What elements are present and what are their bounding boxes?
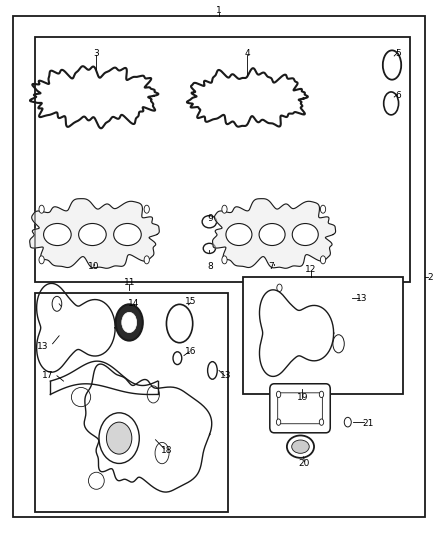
Ellipse shape <box>319 391 324 398</box>
Text: 14: 14 <box>128 300 139 308</box>
Ellipse shape <box>383 50 401 80</box>
Text: 9: 9 <box>207 214 213 223</box>
Text: 6: 6 <box>396 92 402 100</box>
Ellipse shape <box>43 223 71 246</box>
Text: 13: 13 <box>37 342 48 351</box>
Ellipse shape <box>321 205 326 213</box>
Text: 11: 11 <box>124 278 135 287</box>
Text: 4: 4 <box>245 49 250 58</box>
FancyBboxPatch shape <box>13 16 425 517</box>
Text: 2: 2 <box>427 273 433 281</box>
Ellipse shape <box>106 422 132 454</box>
Text: 16: 16 <box>185 348 196 356</box>
Ellipse shape <box>344 417 351 427</box>
Text: 13: 13 <box>220 372 231 380</box>
Text: 18: 18 <box>161 446 172 455</box>
Ellipse shape <box>88 472 104 489</box>
Ellipse shape <box>321 256 326 264</box>
Text: 5: 5 <box>396 49 402 58</box>
Ellipse shape <box>276 419 281 425</box>
Ellipse shape <box>226 223 252 246</box>
Text: 21: 21 <box>362 419 374 428</box>
Ellipse shape <box>292 440 309 453</box>
Ellipse shape <box>203 243 215 253</box>
Text: 8: 8 <box>207 262 213 271</box>
Ellipse shape <box>116 304 143 341</box>
Ellipse shape <box>147 386 159 403</box>
Text: 1: 1 <box>216 6 222 15</box>
Text: 13: 13 <box>356 294 367 303</box>
Ellipse shape <box>173 352 182 365</box>
Ellipse shape <box>222 256 227 264</box>
Text: 7: 7 <box>268 262 275 271</box>
Ellipse shape <box>52 296 62 311</box>
FancyBboxPatch shape <box>243 277 403 394</box>
FancyBboxPatch shape <box>270 384 330 433</box>
Ellipse shape <box>202 215 216 228</box>
Ellipse shape <box>71 387 91 407</box>
Ellipse shape <box>384 92 399 115</box>
Text: 20: 20 <box>299 459 310 468</box>
Ellipse shape <box>144 256 149 264</box>
Ellipse shape <box>259 223 285 246</box>
FancyBboxPatch shape <box>278 393 322 424</box>
Ellipse shape <box>166 304 193 343</box>
FancyBboxPatch shape <box>35 37 410 282</box>
Ellipse shape <box>208 361 217 379</box>
Ellipse shape <box>99 413 139 463</box>
Polygon shape <box>30 199 159 268</box>
Ellipse shape <box>319 419 324 425</box>
Ellipse shape <box>78 223 106 246</box>
Text: 10: 10 <box>88 262 100 271</box>
Ellipse shape <box>122 312 137 333</box>
Text: 17: 17 <box>42 372 53 380</box>
FancyBboxPatch shape <box>35 293 228 512</box>
Ellipse shape <box>222 205 227 213</box>
Ellipse shape <box>155 442 169 464</box>
Ellipse shape <box>333 335 344 353</box>
Text: 3: 3 <box>93 49 99 58</box>
Text: 19: 19 <box>297 393 308 401</box>
Ellipse shape <box>287 435 314 458</box>
Ellipse shape <box>39 256 44 264</box>
Ellipse shape <box>277 284 282 292</box>
Text: 15: 15 <box>185 297 196 305</box>
Polygon shape <box>212 199 336 268</box>
Ellipse shape <box>144 205 149 213</box>
Ellipse shape <box>292 223 318 246</box>
Ellipse shape <box>276 391 281 398</box>
Text: 12: 12 <box>305 265 317 273</box>
Ellipse shape <box>114 223 141 246</box>
Ellipse shape <box>39 205 44 213</box>
